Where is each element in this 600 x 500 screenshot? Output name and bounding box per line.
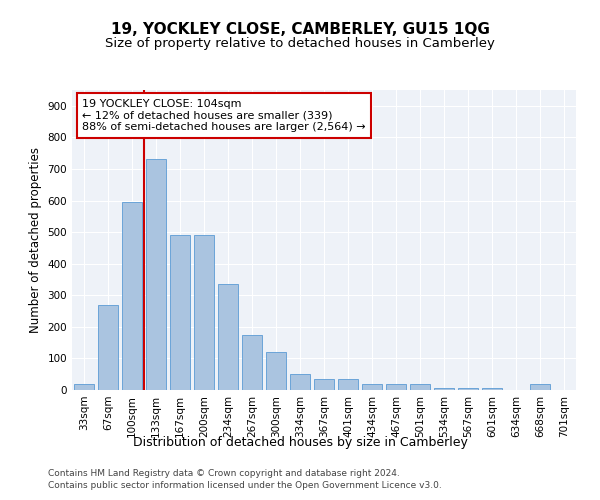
Text: 19, YOCKLEY CLOSE, CAMBERLEY, GU15 1QG: 19, YOCKLEY CLOSE, CAMBERLEY, GU15 1QG bbox=[110, 22, 490, 38]
Bar bbox=[242, 334, 262, 390]
Text: Distribution of detached houses by size in Camberley: Distribution of detached houses by size … bbox=[133, 436, 467, 449]
Bar bbox=[194, 236, 214, 390]
Text: 19 YOCKLEY CLOSE: 104sqm
← 12% of detached houses are smaller (339)
88% of semi-: 19 YOCKLEY CLOSE: 104sqm ← 12% of detach… bbox=[82, 99, 366, 132]
Bar bbox=[362, 384, 382, 390]
Bar bbox=[482, 388, 502, 390]
Bar bbox=[530, 384, 550, 390]
Bar bbox=[122, 202, 142, 390]
Bar bbox=[74, 384, 94, 390]
Bar bbox=[434, 388, 454, 390]
Bar bbox=[146, 160, 166, 390]
Bar bbox=[266, 352, 286, 390]
Bar bbox=[410, 384, 430, 390]
Y-axis label: Number of detached properties: Number of detached properties bbox=[29, 147, 42, 333]
Bar bbox=[458, 388, 478, 390]
Bar bbox=[170, 236, 190, 390]
Text: Size of property relative to detached houses in Camberley: Size of property relative to detached ho… bbox=[105, 38, 495, 51]
Bar bbox=[314, 379, 334, 390]
Bar bbox=[338, 379, 358, 390]
Bar bbox=[218, 284, 238, 390]
Bar bbox=[290, 374, 310, 390]
Bar bbox=[386, 384, 406, 390]
Bar bbox=[98, 304, 118, 390]
Text: Contains HM Land Registry data © Crown copyright and database right 2024.: Contains HM Land Registry data © Crown c… bbox=[48, 468, 400, 477]
Text: Contains public sector information licensed under the Open Government Licence v3: Contains public sector information licen… bbox=[48, 481, 442, 490]
